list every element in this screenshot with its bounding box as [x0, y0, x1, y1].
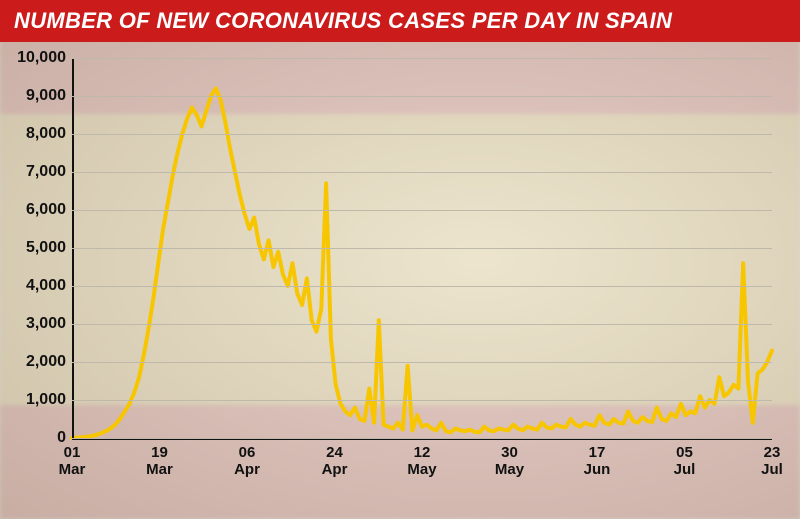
series-line [72, 88, 772, 438]
x-tick-label: 19Mar [130, 444, 190, 479]
x-tick-label: 30May [480, 444, 540, 479]
gridline [72, 210, 772, 211]
gridline [72, 58, 772, 59]
y-tick-label: 9,000 [6, 87, 66, 105]
gridline [72, 96, 772, 97]
gridline [72, 324, 772, 325]
x-tick-label: 12May [392, 444, 452, 479]
chart-title: NUMBER OF NEW CORONAVIRUS CASES PER DAY … [14, 8, 672, 34]
x-tick-label: 01Mar [42, 444, 102, 479]
gridline [72, 362, 772, 363]
x-tick-label: 06Apr [217, 444, 277, 479]
gridline [72, 400, 772, 401]
gridline [72, 286, 772, 287]
y-tick-label: 6,000 [6, 201, 66, 219]
y-tick-label: 5,000 [6, 239, 66, 257]
y-tick-label: 8,000 [6, 125, 66, 143]
x-tick-label: 17Jun [567, 444, 627, 479]
y-tick-label: 3,000 [6, 315, 66, 333]
gridline [72, 172, 772, 173]
gridline [72, 134, 772, 135]
y-tick-label: 10,000 [6, 49, 66, 67]
title-bar: NUMBER OF NEW CORONAVIRUS CASES PER DAY … [0, 0, 800, 42]
y-tick-label: 4,000 [6, 277, 66, 295]
x-tick-label: 05Jul [655, 444, 715, 479]
y-tick-label: 2,000 [6, 353, 66, 371]
x-tick-label: 24Apr [305, 444, 365, 479]
y-tick-label: 1,000 [6, 391, 66, 409]
gridline [72, 438, 772, 439]
x-tick-label: 23Jul [742, 444, 800, 479]
y-tick-label: 7,000 [6, 163, 66, 181]
gridline [72, 248, 772, 249]
